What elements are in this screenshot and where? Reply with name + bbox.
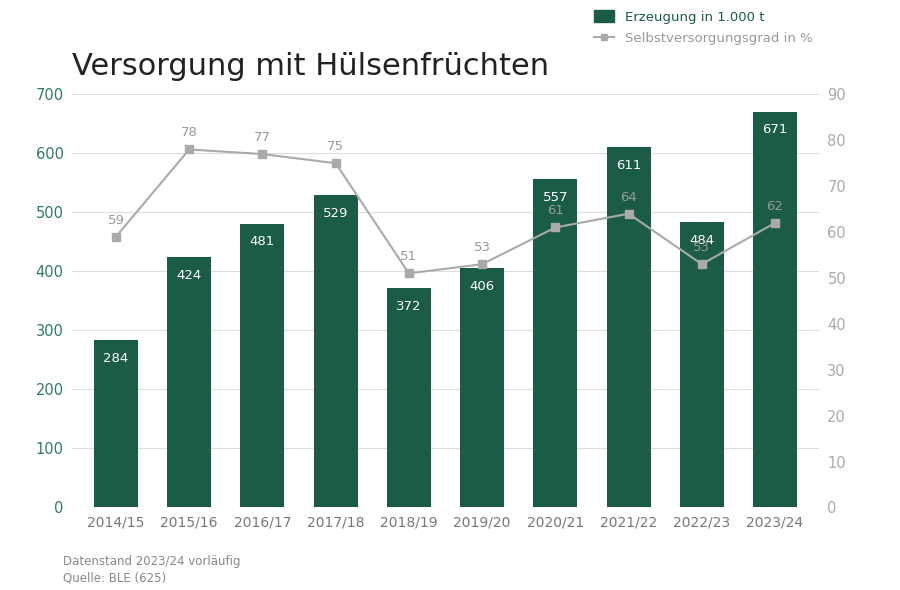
- Text: 529: 529: [323, 207, 348, 220]
- Text: 284: 284: [104, 352, 129, 365]
- Text: 53: 53: [473, 241, 491, 254]
- Bar: [607, 147, 651, 507]
- Text: 611: 611: [616, 159, 642, 172]
- Text: 59: 59: [107, 214, 124, 227]
- Text: 61: 61: [547, 204, 563, 217]
- Bar: [680, 222, 724, 507]
- Text: 406: 406: [470, 280, 495, 293]
- Bar: [240, 224, 284, 507]
- Text: 481: 481: [250, 235, 275, 248]
- Text: Datenstand 2023/24 vorläufig: Datenstand 2023/24 vorläufig: [63, 555, 240, 568]
- Text: 372: 372: [396, 300, 421, 313]
- Text: 78: 78: [181, 126, 198, 139]
- Text: 424: 424: [176, 269, 202, 282]
- Bar: [460, 268, 504, 507]
- Text: 75: 75: [327, 140, 344, 153]
- Legend: Erzeugung in 1.000 t, Selbstversorgungsgrad in %: Erzeugung in 1.000 t, Selbstversorgungsg…: [594, 10, 813, 45]
- Text: 62: 62: [767, 200, 784, 213]
- Text: 484: 484: [689, 234, 715, 247]
- Text: 64: 64: [620, 191, 637, 204]
- Bar: [314, 195, 357, 507]
- Bar: [94, 340, 138, 507]
- Bar: [534, 179, 577, 507]
- Text: Quelle: BLE (625): Quelle: BLE (625): [63, 571, 166, 584]
- Text: 53: 53: [693, 241, 710, 254]
- Text: 77: 77: [254, 131, 271, 144]
- Bar: [167, 257, 212, 507]
- Text: Versorgung mit Hülsenfrüchten: Versorgung mit Hülsenfrüchten: [72, 52, 549, 81]
- Bar: [387, 288, 431, 507]
- Text: 557: 557: [543, 191, 568, 204]
- Text: 671: 671: [762, 123, 788, 136]
- Bar: [753, 112, 797, 507]
- Text: 51: 51: [400, 250, 418, 263]
